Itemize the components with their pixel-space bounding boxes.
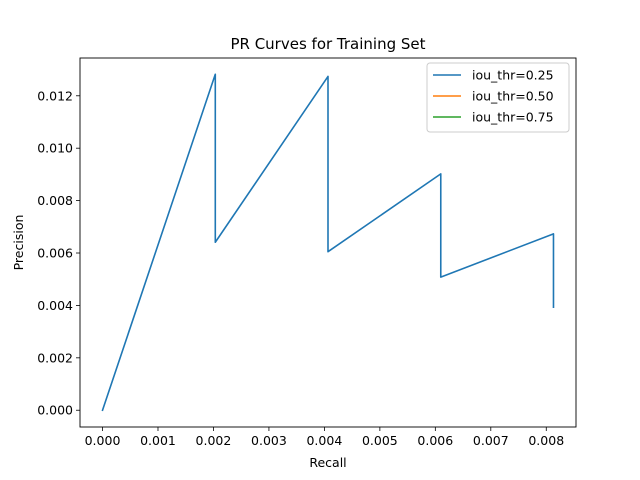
axes-frame xyxy=(79,57,577,428)
y-tick-label: 0.010 xyxy=(37,141,73,156)
y-tick-label: 0.008 xyxy=(37,193,73,208)
x-tick-label: 0.004 xyxy=(306,433,342,448)
x-tick-label: 0.001 xyxy=(140,433,176,448)
legend: iou_thr=0.25 iou_thr=0.50 iou_thr=0.75 xyxy=(426,62,570,133)
x-axis-ticks: 0.000 0.001 0.002 0.003 0.004 0.005 0.006 0.007… xyxy=(85,427,564,448)
legend-label: iou_thr=0.50 xyxy=(472,89,554,104)
chart-title: PR Curves for Training Set xyxy=(230,35,425,53)
y-tick-label: 0.004 xyxy=(37,298,73,313)
x-axis-label: Recall xyxy=(309,455,346,470)
y-axis-label: Precision xyxy=(11,215,26,271)
x-tick-label: 0.008 xyxy=(528,433,564,448)
y-tick-label: 0.000 xyxy=(37,403,73,418)
x-tick-label: 0.005 xyxy=(362,433,398,448)
y-tick-label: 0.002 xyxy=(37,350,73,365)
y-tick-label: 0.012 xyxy=(37,88,73,103)
legend-label: iou_thr=0.75 xyxy=(472,110,554,125)
y-axis-ticks: 0.000 0.002 0.004 0.006 0.008 0.010 0.012 xyxy=(37,88,80,418)
legend-label: iou_thr=0.25 xyxy=(472,68,554,83)
x-tick-label: 0.003 xyxy=(251,433,287,448)
series-line-0 xyxy=(101,73,555,412)
x-tick-label: 0.006 xyxy=(417,433,453,448)
legend-box xyxy=(426,62,570,133)
y-tick-label: 0.006 xyxy=(37,246,73,261)
plot-area xyxy=(101,73,555,412)
x-tick-label: 0.000 xyxy=(85,433,121,448)
x-tick-label: 0.007 xyxy=(473,433,509,448)
x-tick-label: 0.002 xyxy=(196,433,232,448)
